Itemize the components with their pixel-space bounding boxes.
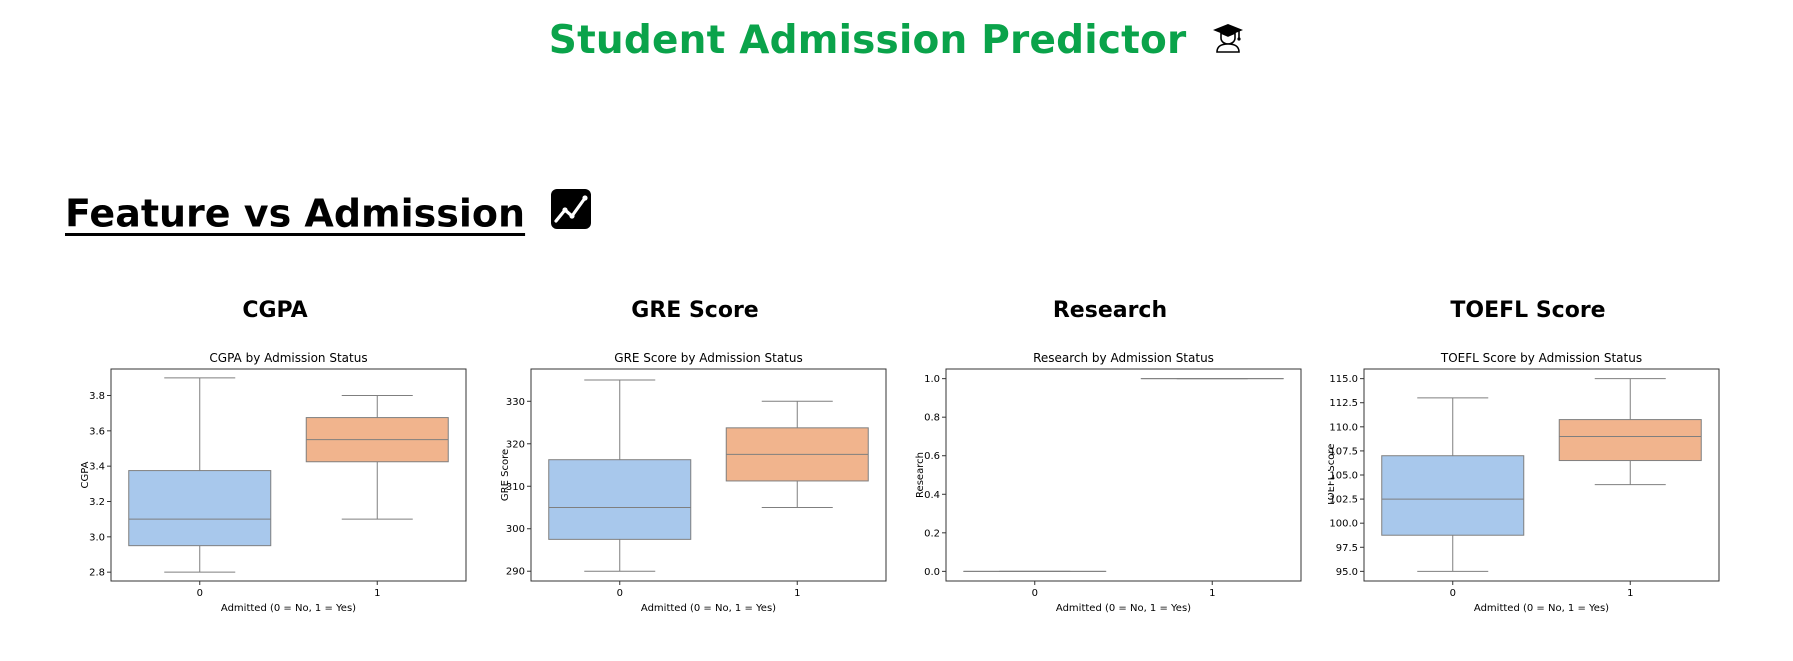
panel-toefl-score: TOEFL Score TOEFL Score by Admission Sta… [1328, 298, 1728, 618]
y-axis-label: TOEFL Score [1328, 444, 1337, 508]
y-tick-label: 102.5 [1329, 495, 1358, 506]
y-tick-label: 97.5 [1336, 543, 1358, 554]
app-title-text: Student Admission Predictor [548, 18, 1187, 63]
y-tick-label: 0.2 [924, 528, 940, 539]
y-tick-label: 105.0 [1329, 471, 1358, 482]
box-1 [725, 400, 869, 509]
x-axis-label: Admitted (0 = No, 1 = Yes) [1056, 603, 1191, 614]
plot-frame [945, 368, 1302, 582]
chart-increasing-icon [550, 188, 592, 239]
y-tick-label: 100.0 [1329, 519, 1358, 530]
box-1 [1558, 378, 1702, 486]
y-tick-label: 110.0 [1329, 422, 1358, 433]
y-tick-label: 310 [506, 482, 525, 493]
y-tick-label: 0.4 [924, 490, 940, 501]
x-axis-label: Admitted (0 = No, 1 = Yes) [1474, 603, 1609, 614]
research-boxplot: Research by Admission Status 0.0 0.2 0.4 0.6… [915, 351, 1302, 614]
y-tick-label: 290 [506, 567, 525, 578]
cgpa-boxplot: CGPA by Admission Status 2.8 3.0 3.2 3.4 3.6 3… [80, 351, 467, 614]
y-tick-label: 1.0 [924, 374, 940, 385]
y-tick-label: 300 [506, 524, 525, 535]
box-0 [1381, 397, 1525, 572]
y-tick-label: 95.0 [1336, 567, 1358, 578]
y-tick-label: 2.8 [89, 568, 105, 579]
iqr-box [1381, 455, 1525, 536]
section-heading-text: Feature vs Admission [65, 191, 526, 236]
x-axis-label: Admitted (0 = No, 1 = Yes) [221, 603, 356, 614]
x-tick-label: 1 [1627, 588, 1633, 599]
plot-frame [530, 368, 887, 582]
panel-research: Research Research by Admission Status 0.0… [910, 298, 1310, 618]
box-1 [305, 395, 449, 520]
y-tick-label: 0.0 [924, 567, 940, 578]
y-tick-label: 3.0 [89, 532, 105, 543]
iqr-box [1558, 419, 1702, 462]
panel-title: GRE Score [631, 298, 759, 323]
y-tick-label: 0.6 [924, 451, 940, 462]
x-tick-label: 1 [1209, 588, 1215, 599]
y-tick-label: 3.6 [89, 426, 105, 437]
iqr-box [548, 459, 692, 540]
y-tick-label: 3.8 [89, 391, 105, 402]
x-axis-label: Admitted (0 = No, 1 = Yes) [641, 603, 776, 614]
panel-title: Research [1052, 298, 1168, 323]
y-tick-label: 3.2 [89, 497, 105, 508]
y-tick-label: 107.5 [1329, 446, 1358, 457]
y-tick-label: 330 [506, 397, 525, 408]
y-axis-label: CGPA [80, 461, 91, 488]
graduation-cap-icon [1212, 18, 1244, 63]
x-tick-label: 0 [1450, 588, 1456, 599]
x-tick-label: 0 [197, 588, 203, 599]
y-tick-label: 112.5 [1329, 398, 1358, 409]
plot-frame [110, 368, 467, 582]
panel-title: TOEFL Score [1450, 298, 1606, 323]
gre-score-boxplot: GRE Score by Admission Status 290 300 310 32… [500, 351, 887, 614]
section-heading: Feature vs Admission [65, 188, 592, 239]
y-tick-label: 0.8 [924, 413, 940, 424]
y-tick-label: 3.4 [89, 462, 105, 473]
x-tick-label: 1 [794, 588, 800, 599]
panel-title: CGPA [242, 298, 308, 323]
box-0 [548, 379, 692, 572]
y-tick-label: 115.0 [1329, 374, 1358, 385]
y-tick-label: 320 [506, 439, 525, 450]
iqr-box [128, 470, 272, 547]
box-0 [128, 377, 272, 573]
y-axis-label: Research [915, 452, 926, 498]
app-title: Student Admission Predictor [0, 16, 1793, 63]
panel-cgpa: CGPA CGPA by Admission Status 2.8 3.0 3.2 3.… [75, 298, 475, 618]
chart-title: Research by Admission Status [1033, 351, 1214, 365]
toefl-score-boxplot: TOEFL Score by Admission Status 95.0 97.5 1… [1328, 351, 1720, 614]
y-axis-label: GRE Score [500, 449, 511, 501]
chart-title: TOEFL Score by Admission Status [1440, 351, 1642, 365]
x-tick-label: 0 [617, 588, 623, 599]
panel-gre-score: GRE Score GRE Score by Admission Status 2… [495, 298, 895, 618]
chart-title: CGPA by Admission Status [209, 351, 367, 365]
chart-title: GRE Score by Admission Status [614, 351, 802, 365]
x-tick-label: 1 [374, 588, 380, 599]
x-tick-label: 0 [1032, 588, 1038, 599]
